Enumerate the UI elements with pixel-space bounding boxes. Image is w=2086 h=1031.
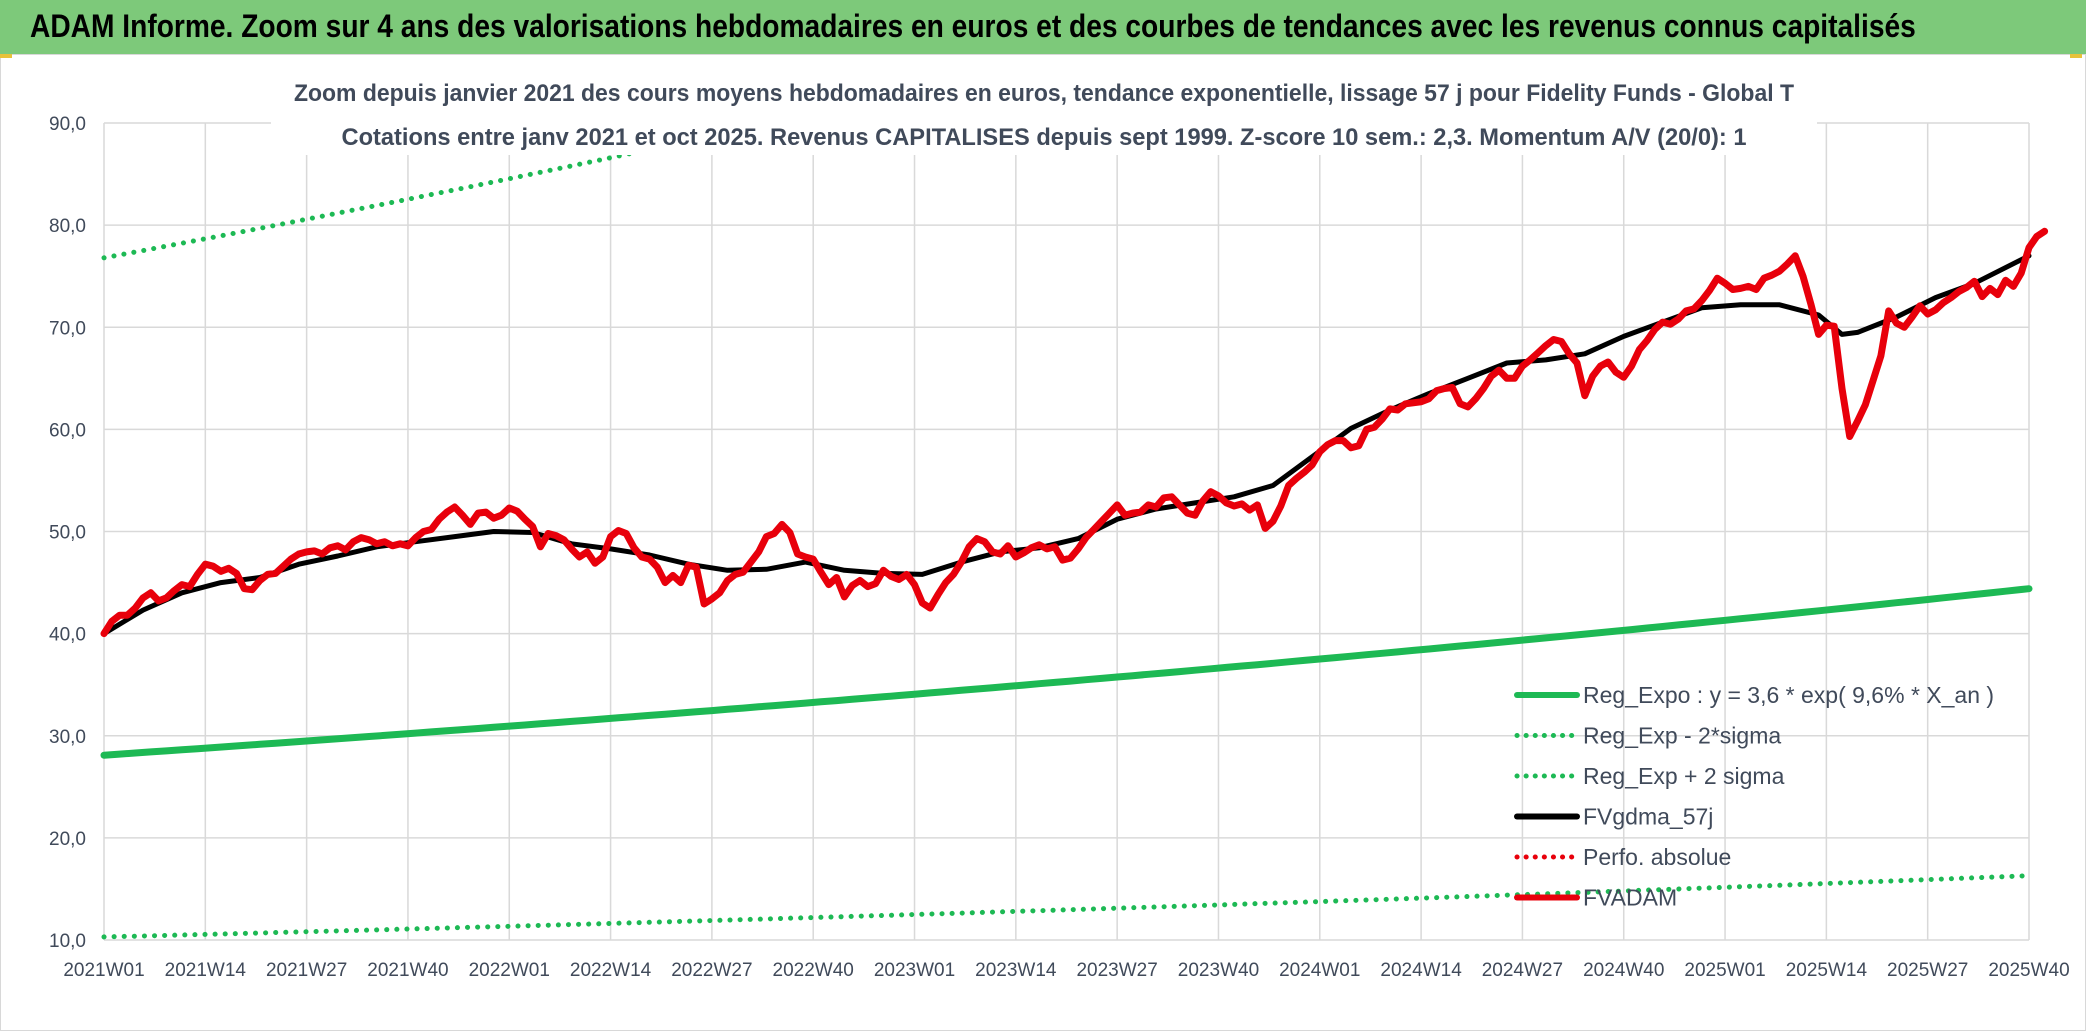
series-line-reg-exp-2-sigma [101, 873, 2032, 940]
x-tick-label: 2024W14 [1380, 960, 1462, 981]
x-tick-label: 2022W01 [469, 960, 550, 981]
axes: 10,0 20,0 30,0 40,0 50,0 60,0 70,0 80,0 90,0 2021… [49, 114, 2070, 981]
x-tick-label: 2023W14 [975, 960, 1057, 981]
corner-decoration [0, 54, 12, 58]
y-tick-label: 60,0 [49, 420, 86, 441]
series-line-fvadam [100, 227, 2049, 638]
legend-label: Reg_Exp + 2 sigma [1583, 763, 1785, 789]
x-tick-label: 2024W27 [1482, 960, 1563, 981]
x-tick-label: 2023W40 [1178, 960, 1259, 981]
legend: Reg_Expo : y = 3,6 * exp( 9,6% * X_an ) R… [1509, 673, 1994, 923]
series-group [100, 121, 2049, 940]
y-tick-label: 10,0 [49, 931, 86, 952]
x-tick-label: 2025W14 [1786, 960, 1868, 981]
legend-label: Reg_Expo : y = 3,6 * exp( 9,6% * X_an ) [1583, 682, 1994, 708]
report-banner: ADAM Informe. Zoom sur 4 ans des valoris… [0, 0, 2086, 55]
x-tick-label: 2021W01 [63, 960, 144, 981]
series-line-fvgdma-57j [101, 253, 2032, 637]
x-tick-label: 2024W01 [1279, 960, 1360, 981]
x-tick-label: 2025W40 [1988, 960, 2069, 981]
chart-title-line: Zoom depuis janvier 2021 des cours moyen… [294, 80, 1794, 107]
x-tick-label: 2022W40 [773, 960, 854, 981]
y-tick-label: 40,0 [49, 625, 86, 646]
chart-title-group: Zoom depuis janvier 2021 des cours moyen… [271, 73, 1817, 155]
legend-label: Perfo. absolue [1583, 844, 1731, 870]
chart-title-background [271, 73, 1817, 155]
x-tick-label: 2021W14 [165, 960, 247, 981]
x-tick-label: 2023W27 [1076, 960, 1157, 981]
x-tick-label: 2023W01 [874, 960, 955, 981]
report-title: ADAM Informe. Zoom sur 4 ans des valoris… [30, 8, 1916, 44]
x-tick-label: 2022W14 [570, 960, 652, 981]
legend-label: FVgdma_57j [1583, 804, 1713, 830]
y-tick-label: 50,0 [49, 523, 86, 544]
x-tick-label: 2025W01 [1684, 960, 1765, 981]
chart-title-line: Cotations entre janv 2021 et oct 2025. R… [342, 124, 1747, 151]
y-tick-label: 70,0 [49, 318, 86, 339]
corner-decoration [2070, 54, 2082, 58]
x-tick-label: 2025W27 [1887, 960, 1968, 981]
legend-label: FVADAM [1583, 885, 1677, 911]
x-tick-label: 2022W27 [671, 960, 752, 981]
x-tick-label: 2021W27 [266, 960, 347, 981]
legend-label: Reg_Exp - 2*sigma [1583, 723, 1781, 749]
x-tick-label: 2024W40 [1583, 960, 1664, 981]
line-chart: Zoom depuis janvier 2021 des cours moyen… [49, 73, 2070, 981]
y-tick-label: 30,0 [49, 727, 86, 748]
y-tick-label: 20,0 [49, 829, 86, 850]
legend-box [1509, 673, 1989, 923]
y-tick-label: 80,0 [49, 216, 86, 237]
x-tick-label: 2021W40 [367, 960, 448, 981]
chart-area: Zoom depuis janvier 2021 des cours moyen… [0, 54, 2086, 1031]
y-tick-label: 90,0 [49, 114, 86, 135]
series-line-reg-expo-y-3-6-exp-9-6-x-an [100, 585, 2033, 759]
